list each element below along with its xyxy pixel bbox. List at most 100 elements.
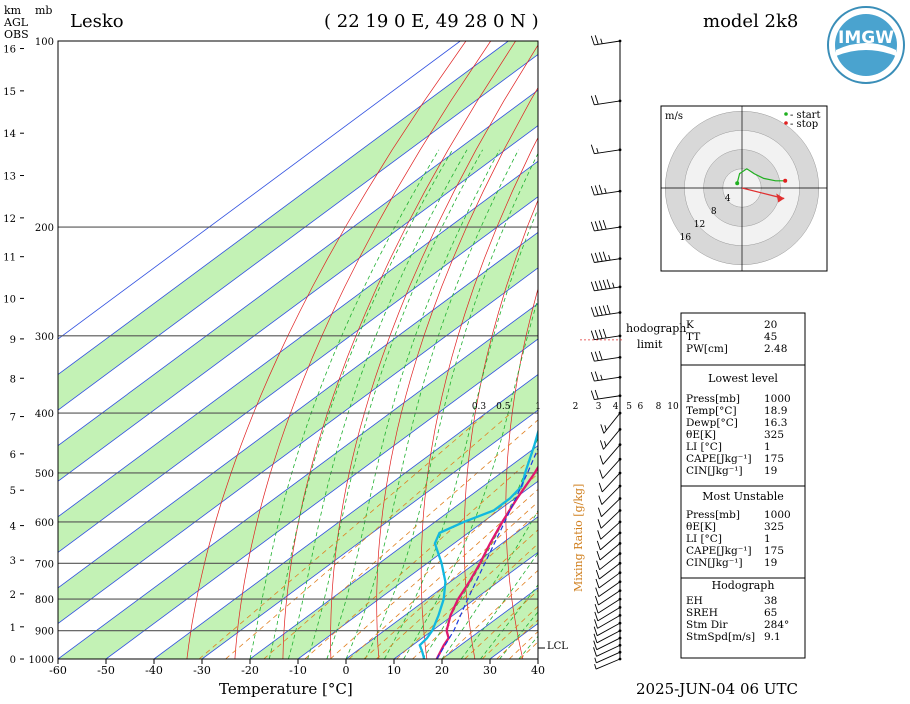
hodograph-limit-label-2: limit: [637, 338, 663, 351]
mixing-ratio-tick-label: 3: [596, 402, 602, 412]
x-tick-label: 0: [343, 664, 350, 677]
logo-text: IMGW: [838, 28, 894, 48]
table-value: 1000: [764, 393, 791, 405]
table-value: 325: [764, 521, 784, 533]
pressure-tick-label: 500: [35, 469, 54, 480]
imgw-logo: IMGW: [828, 7, 904, 83]
table-label: LI [°C]: [686, 533, 722, 545]
table-value: 175: [764, 545, 784, 557]
height-tick-label: 11: [3, 253, 16, 264]
x-tick-label: -50: [97, 664, 115, 677]
table-label: LI [°C]: [686, 441, 722, 453]
table-label: K: [686, 319, 694, 331]
hodograph-legend-label: - stop: [790, 119, 818, 130]
height-tick-label: 9: [10, 335, 16, 346]
table-label: EH: [686, 595, 703, 607]
hodograph-unit: m/s: [665, 111, 683, 122]
table-label: CAPE[Jkg⁻¹]: [686, 453, 752, 465]
hodograph-ring-label: 8: [711, 207, 717, 217]
height-tick-label: 8: [10, 374, 16, 385]
hodograph-limit-label-1: hodograph: [626, 322, 686, 335]
mixing-ratio-tick-label: 2: [573, 402, 579, 412]
pressure-tick-label: 900: [35, 627, 54, 638]
x-tick-label: -10: [289, 664, 307, 677]
x-tick-label: -20: [241, 664, 259, 677]
mixing-ratio-tick-label: 4: [613, 402, 619, 412]
pressure-tick-label: 600: [35, 518, 54, 529]
table-label: Press[mb]: [686, 509, 740, 521]
table-value: 1: [764, 533, 771, 545]
hodograph-ring-label: 16: [680, 233, 692, 243]
mixing-ratio-tick-label: 5: [626, 402, 632, 412]
pressure-tick-label: 100: [35, 37, 54, 48]
table-label: PW[cm]: [686, 343, 728, 355]
table-title: Hodograph: [712, 579, 775, 592]
table-label: θE[K]: [686, 521, 716, 533]
table-label: CIN[Jkg⁻¹]: [686, 465, 743, 477]
table-label: Dewp[°C]: [686, 417, 738, 429]
table-label: Stm Dir: [686, 619, 728, 631]
height-tick-label: 16: [3, 45, 16, 56]
x-tick-label: 30: [483, 664, 497, 677]
pressure-tick-label: 400: [35, 409, 54, 420]
table-label: Press[mb]: [686, 393, 740, 405]
hodograph-ring-label: 12: [694, 220, 705, 230]
height-tick-label: 4: [10, 522, 16, 533]
pressure-tick-label: 700: [35, 559, 54, 570]
mixing-ratio-tick-label: 1: [535, 402, 541, 412]
table-label: CIN[Jkg⁻¹]: [686, 557, 743, 569]
height-unit-obs: OBS: [4, 28, 29, 41]
mixing-ratio-tick-label: 0.3: [472, 402, 487, 412]
table-value: 20: [764, 319, 777, 331]
table-label: θE[K]: [686, 429, 716, 441]
height-tick-label: 2: [10, 590, 16, 601]
x-tick-label: -30: [193, 664, 211, 677]
x-axis-label: Temperature [°C]: [219, 680, 353, 698]
table-value: 16.3: [764, 417, 787, 429]
height-tick-label: 5: [10, 486, 16, 497]
table-value: 65: [764, 607, 777, 619]
mixing-ratio-tick-label: 0.5: [496, 402, 511, 412]
pressure-tick-label: 200: [35, 223, 54, 234]
x-tick-label: 40: [531, 664, 545, 677]
height-tick-label: 7: [10, 413, 16, 424]
table-title: Lowest level: [708, 372, 778, 385]
table-value: 325: [764, 429, 784, 441]
x-tick-label: 10: [387, 664, 401, 677]
mixing-ratio-tick-label: 6: [638, 402, 644, 412]
table-value: 38: [764, 595, 777, 607]
table-title: Most Unstable: [702, 490, 784, 503]
station-name: Lesko: [70, 11, 124, 32]
table-label: Temp[°C]: [686, 405, 737, 417]
pressure-tick-label: 800: [35, 595, 54, 606]
datetime-label: 2025-JUN-04 06 UTC: [636, 680, 798, 698]
table-value: 2.48: [764, 343, 787, 355]
table-label: CAPE[Jkg⁻¹]: [686, 545, 752, 557]
pressure-tick-label: 300: [35, 332, 54, 343]
table-value: 175: [764, 453, 784, 465]
mixing-ratio-label: Mixing Ratio [g/kg]: [572, 484, 585, 592]
station-coords: ( 22 19 0 E, 49 28 0 N ): [324, 11, 539, 32]
lcl-label: LCL: [547, 641, 568, 652]
table-value: 284°: [764, 619, 789, 631]
hodograph-start: [735, 181, 739, 185]
height-tick-label: 1: [10, 623, 16, 634]
hodograph-stop: [783, 179, 787, 183]
table-value: 19: [764, 557, 777, 569]
x-tick-label: -60: [49, 664, 67, 677]
table-value: 1: [764, 441, 771, 453]
height-tick-label: 6: [10, 450, 16, 461]
table-value: 1000: [764, 509, 791, 521]
height-tick-label: 0: [10, 655, 16, 666]
table-label: SREH: [686, 607, 718, 619]
x-tick-label: 20: [435, 664, 449, 677]
table-value: 9.1: [764, 631, 781, 643]
table-label: StmSpd[m/s]: [686, 631, 755, 643]
table-value: 45: [764, 331, 777, 343]
pressure-unit: mb: [35, 4, 52, 17]
hodograph-ring-label: 4: [725, 194, 731, 204]
model-name: model 2k8: [703, 11, 798, 32]
height-tick-label: 15: [3, 87, 16, 98]
